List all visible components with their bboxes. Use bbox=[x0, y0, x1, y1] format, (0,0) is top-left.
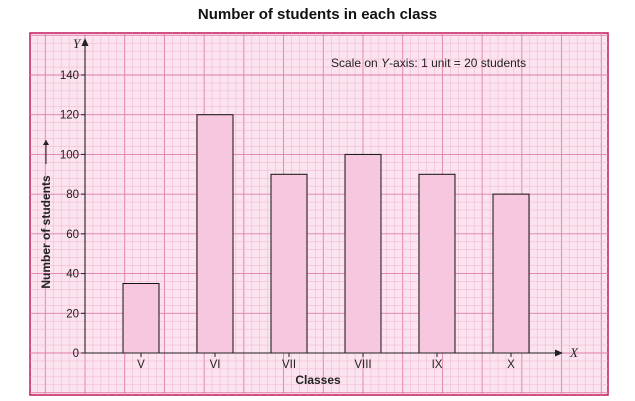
scale-note-suffix: -axis: 1 unit = 20 students bbox=[389, 56, 526, 70]
y-tick-label: 140 bbox=[60, 70, 79, 82]
y-tick-label: 80 bbox=[66, 189, 79, 201]
axes bbox=[81, 38, 563, 357]
y-axis-arrow bbox=[81, 38, 89, 46]
y-axis-label-group: Number of students bbox=[39, 140, 53, 289]
y-label-arrow-head bbox=[43, 140, 49, 145]
y-tick-label: 0 bbox=[73, 348, 79, 360]
y-tick-label: 60 bbox=[66, 229, 79, 241]
y-tick-label: 20 bbox=[66, 308, 79, 320]
scale-note: Scale on Y-axis: 1 unit = 20 students bbox=[331, 56, 526, 70]
x-axis-name: X bbox=[569, 345, 579, 360]
bar-X bbox=[492, 193, 530, 354]
x-axis-arrow bbox=[555, 349, 563, 357]
scale-note-axis: Y bbox=[381, 56, 390, 70]
chart-title: Number of students in each class bbox=[197, 6, 438, 23]
bar-V bbox=[122, 283, 160, 354]
x-tick-label: VII bbox=[282, 359, 296, 371]
y-axis-label: Number of students bbox=[39, 175, 53, 289]
x-tick-label: IX bbox=[432, 359, 443, 371]
tick-labels: V VI VII VIII IX X 0 20 40 60 80 100 120 140 bbox=[60, 70, 515, 371]
x-tick-label: X bbox=[507, 359, 515, 371]
bar-VI bbox=[196, 114, 234, 354]
y-axis-name: Y bbox=[73, 36, 82, 51]
x-axis-label: Classes bbox=[295, 373, 341, 387]
x-tick-label: VI bbox=[210, 359, 221, 371]
x-tick-label: V bbox=[137, 359, 145, 371]
x-tick-label: VIII bbox=[354, 359, 371, 371]
scale-note-prefix: Scale on bbox=[331, 56, 381, 70]
bar-IX bbox=[418, 173, 456, 354]
bars bbox=[122, 114, 530, 354]
y-tick-label: 40 bbox=[66, 269, 79, 281]
y-tick-label: 100 bbox=[60, 149, 79, 161]
y-tick-label: 120 bbox=[60, 110, 79, 122]
bar-VIII bbox=[344, 153, 382, 354]
bar-VII bbox=[270, 173, 308, 354]
